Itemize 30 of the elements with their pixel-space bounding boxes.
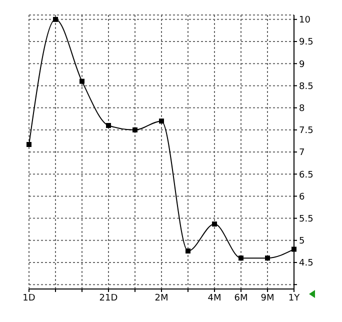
point: [159, 118, 164, 124]
x-tick-label: 6M: [234, 293, 248, 304]
x-tick-label: 1D: [22, 293, 36, 304]
y-tick-label: 7: [299, 148, 305, 158]
y-tick-label: 9: [299, 60, 305, 70]
y-tick-label: 10: [299, 16, 311, 26]
point: [53, 16, 58, 22]
x-tick-label: 1Y: [288, 293, 300, 304]
point: [80, 78, 84, 84]
point: [106, 122, 111, 128]
y-tick-label: 5: [299, 236, 305, 247]
y-tick-label: 5.5: [299, 214, 314, 224]
point: [212, 222, 217, 227]
y-tick-label: 8: [299, 104, 305, 114]
point: [238, 256, 244, 261]
point: [292, 246, 296, 252]
x-tick-label: 21D: [99, 293, 118, 304]
y-tick-label: 7.5: [299, 126, 314, 136]
y-tick-label: 6.5: [299, 170, 314, 180]
x-tick-label: 4M: [208, 293, 222, 304]
y-tick-label: 9.5: [299, 38, 314, 48]
point: [132, 127, 138, 132]
y-tick-label: 8.5: [299, 82, 314, 92]
y-tick-label: 6: [299, 192, 305, 202]
point: [26, 142, 32, 147]
point: [186, 248, 190, 254]
x-tick-label: 9M: [260, 293, 274, 304]
y-tick-label: 4.5: [299, 258, 314, 269]
point: [265, 256, 270, 261]
x-tick-label: 2M: [154, 293, 168, 304]
